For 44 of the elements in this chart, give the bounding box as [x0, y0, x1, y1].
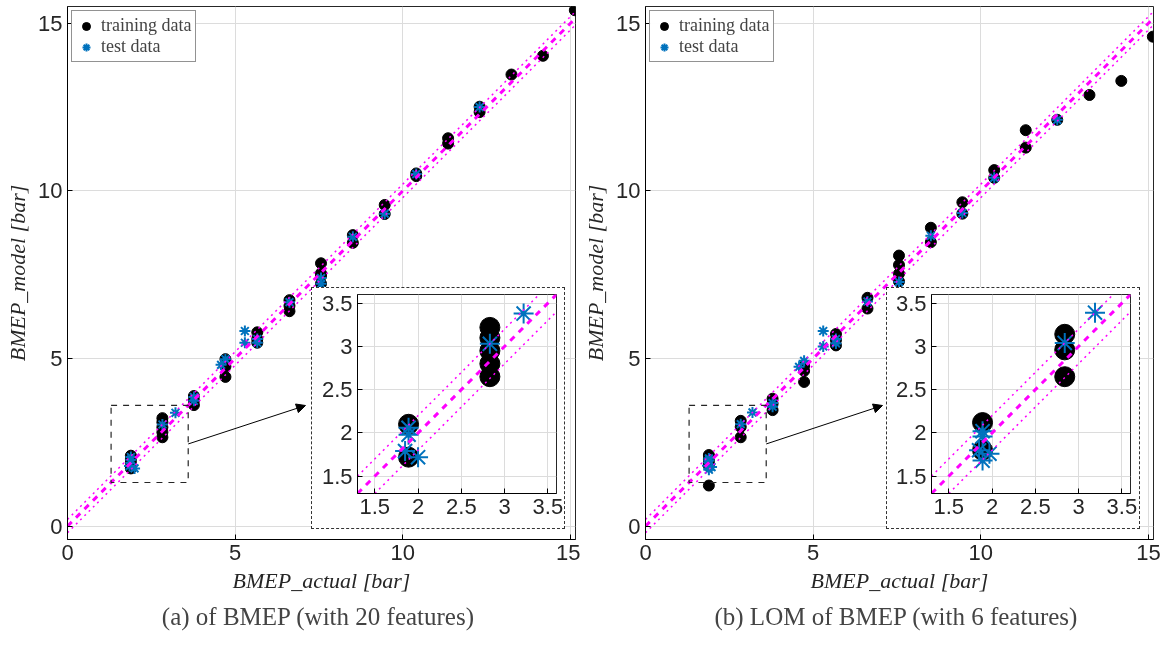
- y-axis-title: BMEP_model [bar]: [583, 184, 609, 362]
- x-tick-label: 2: [411, 493, 425, 519]
- legend-label: training data: [101, 15, 192, 36]
- x-tick-label: 15: [556, 539, 581, 565]
- x-tick-label: 2: [985, 493, 999, 519]
- y-tick-label: 2.5: [321, 377, 353, 403]
- x-tick-label: 3.5: [532, 493, 564, 519]
- y-tick-label: 1.5: [321, 463, 353, 489]
- legend-label: test data: [679, 36, 739, 57]
- y-axis-title: BMEP_model [bar]: [5, 184, 31, 362]
- x-axis-title: BMEP_actual [bar]: [810, 567, 989, 593]
- x-tick-label: 2.5: [1020, 493, 1051, 519]
- y-tick-label: 2: [340, 420, 353, 446]
- x-tick-label: 15: [1136, 539, 1161, 565]
- x-tick-label: 1.5: [933, 493, 965, 519]
- y-tick-label: 0: [50, 513, 63, 539]
- y-tick-label: 5: [628, 345, 641, 371]
- text: (b) LOM of BMEP (with 6 features): [714, 602, 1078, 631]
- y-tick-label: 15: [38, 10, 63, 36]
- legend-label: training data: [679, 15, 770, 36]
- x-tick-label: 10: [968, 539, 994, 565]
- x-tick-label: 3: [1072, 493, 1085, 519]
- x-tick-label: 5: [807, 539, 820, 565]
- y-tick-label: 3: [914, 333, 927, 359]
- x-tick-label: 2.5: [446, 493, 477, 519]
- y-tick-label: 2.5: [895, 377, 927, 403]
- y-tick-label: 10: [616, 178, 641, 204]
- y-tick-label: 3.5: [895, 290, 927, 316]
- y-tick-label: 3: [340, 333, 353, 359]
- text: (a) of BMEP (with 20 features): [161, 602, 475, 631]
- x-tick-label: 3: [498, 493, 511, 519]
- x-tick-label: 3.5: [1106, 493, 1138, 519]
- y-tick-label: 2: [914, 420, 927, 446]
- legend-label: test data: [101, 36, 161, 57]
- x-tick-label: 1.5: [359, 493, 391, 519]
- x-axis-title: BMEP_actual [bar]: [232, 567, 411, 593]
- y-tick-label: 3.5: [321, 290, 353, 316]
- y-tick-label: 1.5: [895, 463, 927, 489]
- y-tick-label: 10: [38, 178, 63, 204]
- y-tick-label: 15: [616, 10, 641, 36]
- x-tick-label: 5: [229, 539, 242, 565]
- y-tick-label: 0: [628, 513, 641, 539]
- y-tick-label: 5: [50, 345, 63, 371]
- x-tick-label: 10: [390, 539, 416, 565]
